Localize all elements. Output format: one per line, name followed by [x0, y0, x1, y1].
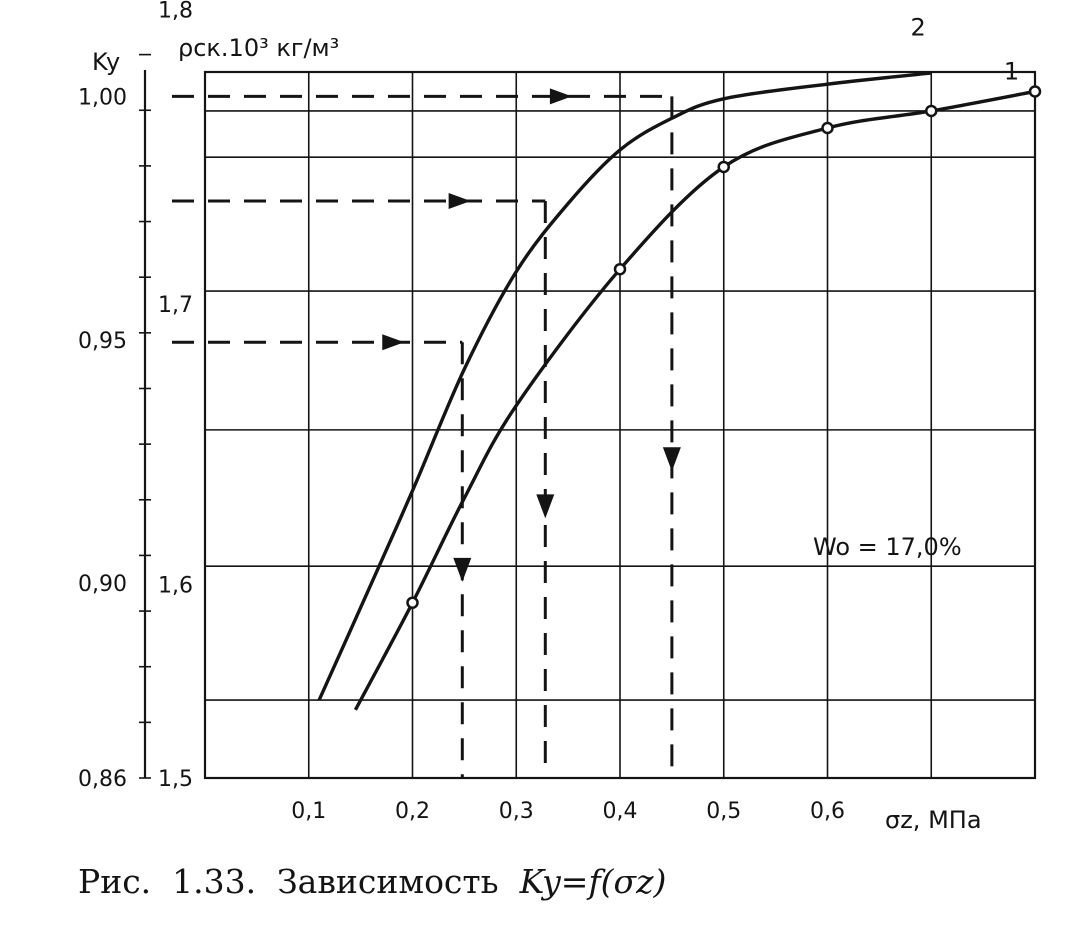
density-tick-label: 1,6 — [158, 574, 193, 599]
series-line-1 — [355, 91, 1035, 709]
x-tick-label: 0,5 — [706, 799, 741, 824]
series-point-1 — [1030, 86, 1040, 96]
x-tick-label: 0,2 — [395, 799, 430, 824]
figure-caption: Рис. 1.33. Зависимость Ky=f(σz) — [78, 862, 666, 901]
series-label-2: 2 — [911, 13, 926, 41]
x-axis-title: σz, МПа — [885, 806, 982, 834]
x-tick-label: 0,4 — [603, 799, 638, 824]
caption-number: 1.33. — [172, 862, 256, 901]
density-tick-label: 1,7 — [158, 293, 193, 318]
guide-arrow-right — [449, 193, 471, 209]
ky-tick-label: 0,95 — [78, 329, 127, 354]
series-point-1 — [719, 162, 729, 172]
density-axis-title: ρск.10³ кг/м³ — [178, 34, 339, 62]
series-point-1 — [408, 598, 418, 608]
x-tick-label: 0,6 — [810, 799, 845, 824]
ky-tick-label: 0,90 — [78, 572, 127, 597]
guide-arrow-right — [550, 88, 572, 104]
x-tick-label: 0,1 — [291, 799, 326, 824]
moisture-annotation: Wo = 17,0% — [813, 533, 962, 561]
series-point-1 — [615, 264, 625, 274]
guide-arrow-right — [382, 334, 404, 350]
density-tick-label: 1,5 — [158, 767, 193, 792]
ky-axis-title: Ky — [92, 48, 120, 76]
guide-arrow-down — [536, 494, 554, 518]
caption-label: Рис. — [78, 862, 151, 901]
series-label-1: 1 — [1004, 57, 1019, 85]
caption-formula: Ky=f(σz) — [520, 862, 667, 901]
ky-tick-label: 1,00 — [78, 85, 127, 110]
guide-arrow-down — [663, 447, 681, 471]
density-tick-label: 1,8 — [158, 0, 193, 24]
series-point-1 — [823, 123, 833, 133]
caption-text: Зависимость — [277, 862, 499, 901]
guide-arrow-down — [453, 558, 471, 582]
series-point-1 — [926, 106, 936, 116]
x-tick-label: 0,3 — [499, 799, 534, 824]
ky-tick-label: 0,86 — [78, 767, 127, 792]
